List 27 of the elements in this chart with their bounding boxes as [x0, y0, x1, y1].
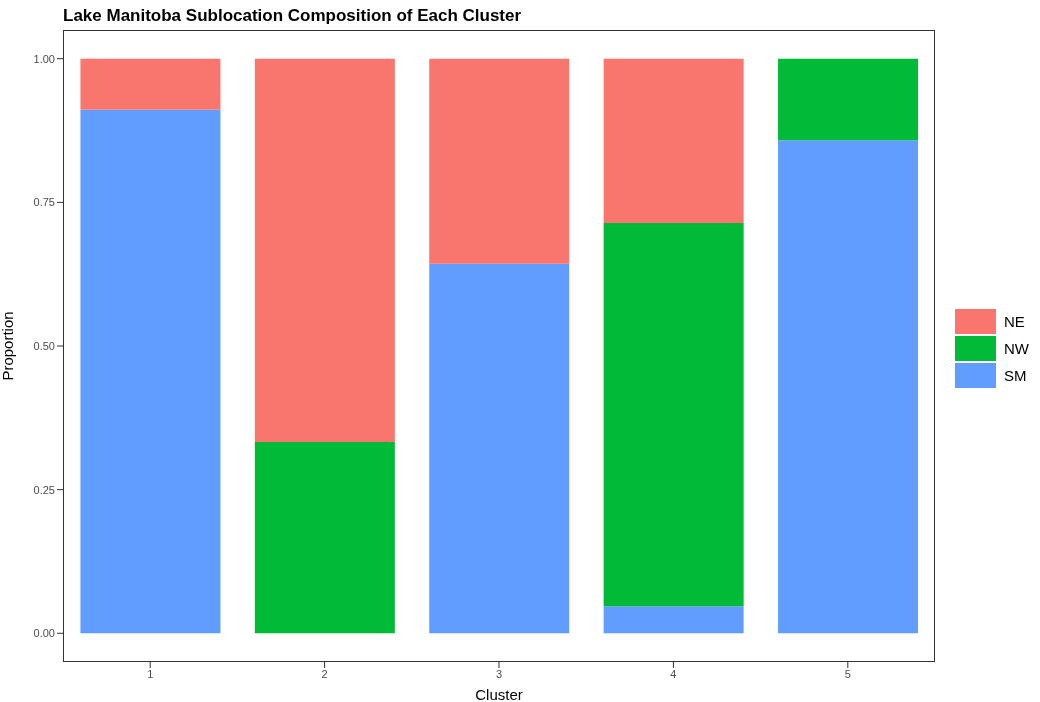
y-tick-label: 0.25	[33, 483, 55, 496]
x-tick-label: 4	[670, 667, 677, 680]
bar	[603, 223, 744, 607]
y-tick-label: 0.50	[33, 339, 55, 352]
y-tick-label: 0.00	[33, 627, 55, 640]
y-tick-label: 0.75	[33, 196, 55, 209]
legend-label: NW	[1004, 340, 1029, 357]
x-tick-label: 2	[321, 667, 328, 680]
bar	[429, 263, 570, 634]
bar	[254, 441, 395, 634]
bar	[80, 58, 221, 110]
legend-label: SM	[1004, 367, 1027, 384]
y-axis-title: Proportion	[0, 311, 17, 381]
bar	[778, 140, 919, 634]
legend-label: NE	[1004, 313, 1025, 330]
bar	[603, 58, 744, 224]
x-axis-title: Cluster	[475, 686, 523, 702]
bar	[429, 58, 570, 264]
bar	[603, 606, 744, 634]
x-tick-label: 5	[844, 667, 851, 680]
x-tick-label: 1	[147, 667, 154, 680]
bar	[254, 58, 395, 442]
bar	[778, 58, 919, 141]
x-tick-label: 3	[495, 667, 503, 680]
bar	[80, 109, 221, 634]
chart-title: Lake Manitoba Sublocation Composition of Each Cluster	[63, 6, 522, 26]
y-tick-label: 1.00	[33, 52, 55, 65]
